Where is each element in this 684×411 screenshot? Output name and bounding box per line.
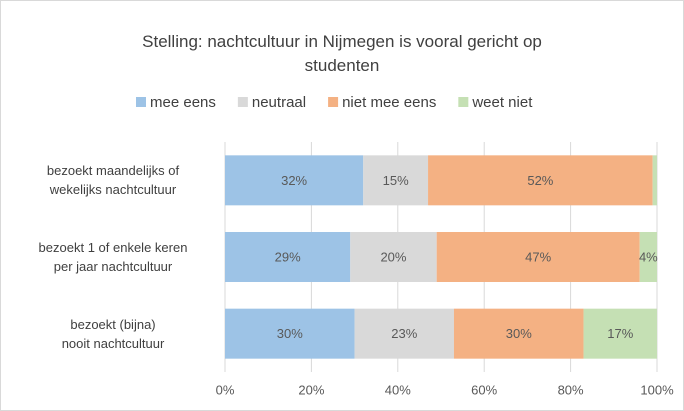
data-label: 15%	[383, 173, 409, 188]
legend-swatch	[328, 97, 339, 107]
data-label: 47%	[525, 249, 551, 264]
bar-segment	[350, 232, 437, 282]
bar-segment	[436, 232, 640, 282]
bar-segment	[583, 308, 657, 359]
data-label: 17%	[607, 326, 633, 341]
bar-segment	[639, 232, 657, 282]
data-label: 4%	[639, 249, 658, 264]
legend-label: neutraal	[252, 94, 306, 111]
data-label: 32%	[281, 173, 307, 188]
legend-swatch	[136, 97, 146, 107]
bar-segment	[652, 155, 657, 206]
y-tick-label: bezoekt 1 of enkele keren per jaar nacht…	[38, 240, 188, 274]
data-label: 30%	[506, 326, 532, 341]
bar-segment	[354, 308, 454, 359]
bar-segment	[428, 155, 653, 206]
x-tick-label: 40%	[385, 382, 411, 397]
bar-segment	[453, 308, 584, 359]
chart-title: Stelling: nachtcultuur in Nijmegen is vo…	[142, 32, 542, 75]
x-tick-label: 0%	[216, 382, 235, 397]
x-tick-label: 20%	[298, 382, 324, 397]
legend-label: weet niet	[471, 94, 533, 111]
y-tick-label: bezoekt (bijna) nooit nachtcultuur	[61, 316, 165, 351]
x-tick-label: 100%	[640, 382, 674, 397]
data-label: 29%	[275, 249, 301, 264]
bar-segment	[225, 155, 364, 206]
legend-label: niet mee eens	[342, 94, 436, 111]
data-label: 20%	[380, 249, 406, 264]
data-label: 23%	[391, 326, 417, 341]
bar-segment	[363, 155, 429, 206]
y-tick-label: bezoekt maandelijks of wekelijks nachtcu…	[46, 163, 180, 198]
data-label: 30%	[277, 326, 303, 341]
bar-segment	[225, 308, 355, 359]
x-tick-label: 60%	[471, 382, 497, 397]
legend-swatch	[237, 97, 248, 107]
legend-label: mee eens	[150, 94, 216, 111]
bar-segment	[225, 232, 351, 282]
legend-swatch	[458, 97, 469, 107]
data-label: 52%	[527, 173, 553, 188]
x-tick-label: 80%	[558, 382, 584, 397]
